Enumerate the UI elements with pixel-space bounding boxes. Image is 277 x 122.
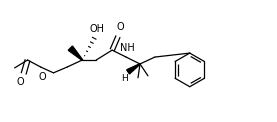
- Text: O: O: [17, 77, 24, 87]
- Text: O: O: [116, 22, 124, 32]
- Polygon shape: [68, 46, 83, 60]
- Polygon shape: [127, 64, 140, 74]
- Text: O: O: [39, 72, 46, 82]
- Text: OH: OH: [90, 24, 105, 34]
- Text: H: H: [121, 74, 127, 83]
- Text: NH: NH: [120, 43, 134, 53]
